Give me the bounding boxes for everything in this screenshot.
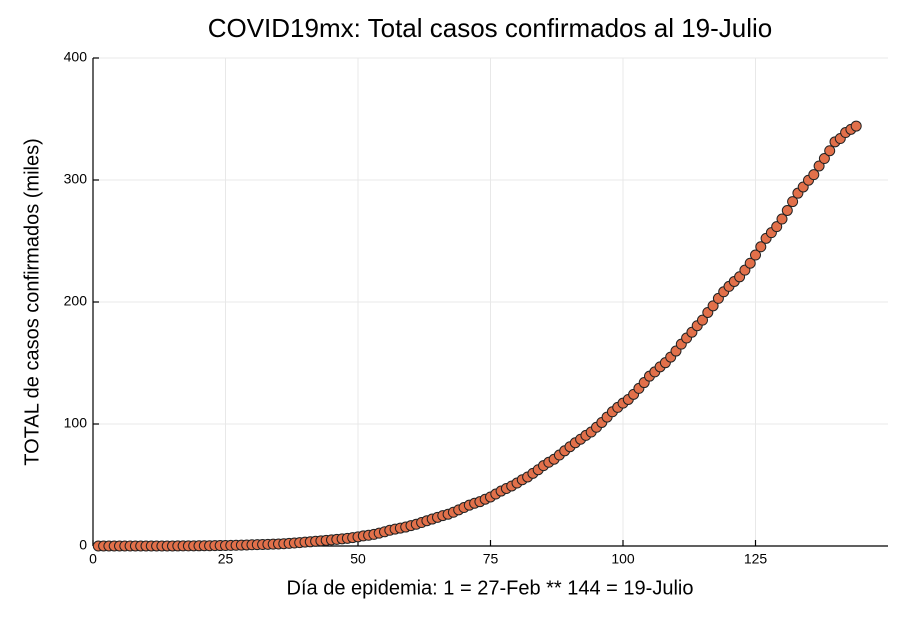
point [707, 300, 719, 312]
point [818, 153, 830, 165]
point [776, 213, 788, 225]
x-tick-label: 125 [744, 551, 768, 567]
chart-title: COVID19mx: Total casos confirmados al 19… [208, 13, 773, 43]
y-tick-label: 100 [64, 415, 88, 431]
point [781, 205, 793, 216]
point [750, 249, 761, 261]
x-tick-label: 25 [218, 551, 234, 567]
point [755, 241, 767, 253]
y-tick-label: 200 [64, 293, 88, 309]
point [808, 169, 820, 181]
y-tick-label: 0 [79, 537, 87, 553]
y-tick-label: 300 [64, 171, 88, 187]
point [813, 160, 825, 172]
x-tick-label: 100 [611, 551, 635, 567]
x-axis-label: Día de epidemia: 1 = 27-Feb ** 144 = 19-… [287, 577, 694, 599]
x-tick-label: 0 [89, 551, 97, 567]
point [787, 196, 799, 208]
point [697, 314, 708, 326]
x-tick-label: 75 [483, 551, 499, 567]
point [771, 221, 783, 233]
point [824, 145, 836, 157]
y-tick-label: 400 [64, 49, 88, 65]
y-axis-label: TOTAL de casos confirmados (miles) [21, 138, 43, 466]
point [850, 120, 862, 132]
x-tick-label: 50 [350, 551, 366, 567]
point [744, 257, 756, 269]
